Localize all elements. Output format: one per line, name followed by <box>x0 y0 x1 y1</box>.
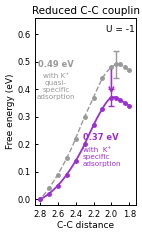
Text: 0.37 eV: 0.37 eV <box>83 133 118 142</box>
Text: U = -1: U = -1 <box>106 25 134 34</box>
X-axis label: C-C distance: C-C distance <box>57 221 114 230</box>
Text: 0.49 eV: 0.49 eV <box>38 60 74 69</box>
Y-axis label: Free energy (eV): Free energy (eV) <box>6 73 15 149</box>
Title: Reduced C-C couplin: Reduced C-C couplin <box>32 6 140 16</box>
Text: with  K⁺
specific
adsorption: with K⁺ specific adsorption <box>83 147 121 167</box>
Text: with K⁺
quasi-
specific
adsorption: with K⁺ quasi- specific adsorption <box>37 73 75 100</box>
